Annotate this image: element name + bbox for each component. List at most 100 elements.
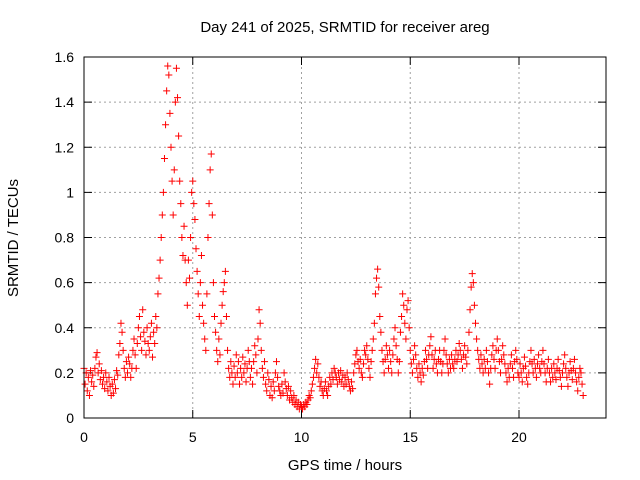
data-point — [568, 376, 576, 384]
data-point — [333, 380, 341, 388]
data-point — [206, 166, 214, 174]
data-point — [171, 98, 179, 106]
data-point — [402, 335, 410, 343]
data-point — [238, 373, 246, 381]
data-point — [527, 346, 535, 354]
data-point — [540, 360, 548, 368]
data-point — [205, 200, 213, 208]
data-point — [142, 351, 150, 359]
x-tick-label: 15 — [402, 429, 418, 445]
data-point — [355, 364, 363, 372]
data-point — [193, 267, 201, 275]
data-point — [156, 256, 164, 264]
data-point — [166, 109, 174, 117]
data-point — [388, 369, 396, 377]
data-point — [517, 369, 525, 377]
data-point — [386, 346, 394, 354]
data-point — [378, 346, 386, 354]
data-point — [348, 378, 356, 386]
data-point — [220, 279, 228, 287]
data-point — [382, 342, 390, 350]
data-point — [215, 335, 223, 343]
data-point — [432, 360, 440, 368]
data-point — [472, 319, 479, 327]
data-point — [573, 378, 581, 386]
y-tick-label: 1.2 — [55, 139, 75, 155]
data-point — [263, 387, 271, 395]
data-point — [563, 373, 571, 381]
data-point — [560, 360, 568, 368]
data-point — [312, 355, 320, 363]
data-point — [390, 335, 398, 343]
data-point — [139, 306, 147, 314]
data-point — [150, 328, 158, 336]
data-point — [177, 200, 185, 208]
data-point — [164, 62, 172, 70]
data-point — [373, 274, 381, 282]
data-point — [261, 358, 269, 366]
chart-title: Day 241 of 2025, SRMTID for receiver are… — [200, 19, 489, 36]
data-point — [321, 378, 329, 386]
data-point — [307, 387, 315, 395]
y-tick-label: 0 — [66, 410, 74, 426]
data-point — [190, 200, 198, 208]
data-point — [564, 382, 572, 390]
data-point — [265, 376, 273, 384]
data-point — [201, 335, 209, 343]
data-point — [350, 369, 358, 377]
data-point — [578, 380, 586, 388]
data-point — [268, 394, 276, 402]
data-point — [239, 353, 247, 361]
data-point — [147, 319, 155, 327]
data-point — [547, 378, 555, 386]
data-point — [395, 358, 403, 366]
data-point — [252, 351, 260, 359]
data-point — [222, 312, 230, 320]
data-point — [242, 378, 250, 386]
data-point — [411, 342, 419, 350]
data-point — [247, 364, 255, 372]
data-point — [532, 373, 540, 381]
data-point — [441, 335, 449, 343]
data-point — [566, 358, 574, 366]
data-point — [507, 351, 515, 359]
data-point — [448, 351, 456, 359]
data-point — [392, 342, 400, 350]
data-point — [92, 353, 100, 361]
data-point — [170, 166, 178, 174]
data-point — [405, 324, 413, 332]
data-point — [337, 367, 345, 375]
data-point — [188, 188, 196, 196]
data-point — [468, 270, 476, 278]
data-point — [194, 290, 202, 298]
data-point — [274, 373, 282, 381]
data-point — [426, 342, 434, 350]
data-point — [359, 360, 367, 368]
data-point — [140, 328, 148, 336]
data-point — [137, 333, 145, 341]
data-point — [145, 346, 153, 354]
data-point — [380, 369, 388, 377]
data-point — [522, 362, 530, 370]
data-point — [126, 360, 134, 368]
data-point — [417, 378, 425, 386]
data-point — [552, 376, 560, 384]
data-point — [232, 351, 240, 359]
data-point — [199, 301, 207, 309]
data-point — [196, 279, 204, 287]
data-point — [264, 369, 272, 377]
data-point — [163, 87, 171, 95]
data-point — [493, 335, 501, 343]
data-point — [406, 346, 414, 354]
data-point — [97, 367, 105, 375]
data-point — [87, 367, 95, 375]
data-point — [167, 143, 175, 151]
data-point — [172, 64, 180, 72]
data-point — [253, 369, 261, 377]
data-point — [119, 346, 127, 354]
data-point — [135, 312, 143, 320]
data-point — [575, 373, 583, 381]
data-point — [110, 376, 118, 384]
data-point — [178, 234, 186, 241]
y-tick-label: 1.4 — [55, 94, 75, 110]
